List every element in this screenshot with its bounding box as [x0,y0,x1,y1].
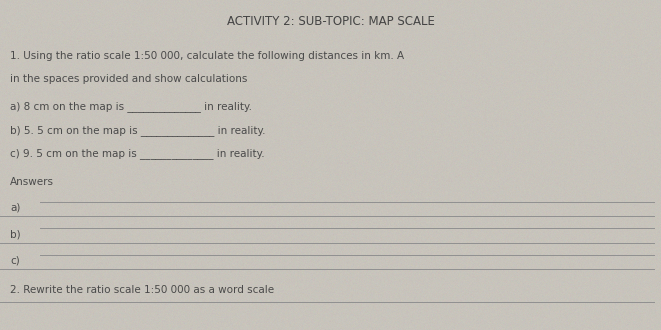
Text: b) 5. 5 cm on the map is ______________ in reality.: b) 5. 5 cm on the map is ______________ … [10,125,266,136]
Text: a) 8 cm on the map is ______________ in reality.: a) 8 cm on the map is ______________ in … [10,101,252,112]
Text: b): b) [10,229,20,239]
Text: ACTIVITY 2: SUB-TOPIC: MAP SCALE: ACTIVITY 2: SUB-TOPIC: MAP SCALE [227,15,434,28]
Text: 1. Using the ratio scale 1:50 000, calculate the following distances in km. A: 1. Using the ratio scale 1:50 000, calcu… [10,51,404,61]
Text: in the spaces provided and show calculations: in the spaces provided and show calculat… [10,74,247,84]
Text: 2. Rewrite the ratio scale 1:50 000 as a word scale: 2. Rewrite the ratio scale 1:50 000 as a… [10,285,274,295]
Text: c): c) [10,256,20,266]
Text: Answers: Answers [10,177,54,186]
Text: c) 9. 5 cm on the map is ______________ in reality.: c) 9. 5 cm on the map is ______________ … [10,148,264,159]
Text: a): a) [10,203,20,213]
